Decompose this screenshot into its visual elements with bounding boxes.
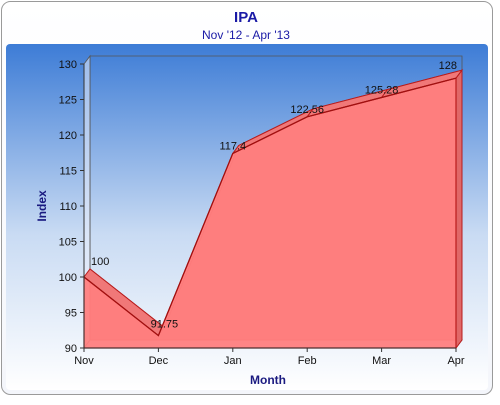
data-label: 128 [439, 60, 457, 72]
x-tick-label: Mar [372, 355, 391, 367]
y-tick-label: 95 [65, 308, 77, 320]
y-tick-label: 100 [59, 272, 77, 284]
chart-subtitle: Nov '12 - Apr '13 [202, 28, 290, 42]
x-axis-title: Month [250, 373, 286, 387]
data-label: 100 [91, 256, 109, 268]
data-label: 117.4 [219, 140, 246, 152]
y-tick-label: 90 [65, 343, 77, 355]
data-label: 122.56 [290, 104, 324, 116]
area-end-cap [455, 68, 463, 350]
y-tick-label: 105 [59, 237, 77, 249]
data-label: 91.75 [151, 319, 179, 331]
data-label: 125.28 [365, 85, 399, 97]
x-tick-label: Apr [447, 355, 464, 367]
y-tick-label: 120 [59, 130, 77, 142]
y-axis-title: Index [35, 190, 49, 222]
y-tick-label: 130 [59, 59, 77, 71]
y-tick-label: 115 [59, 166, 77, 178]
x-tick-label: Feb [298, 355, 317, 367]
chart-title: IPA [234, 9, 258, 26]
y-tick-label: 110 [59, 201, 77, 213]
x-tick-label: Nov [74, 355, 94, 367]
x-tick-label: Dec [149, 355, 169, 367]
plot-area: 90 95 100 105 110 115 120 125 130 Nov Dec Jan Feb Mar… [59, 54, 465, 367]
y-tick-label: 125 [59, 95, 77, 107]
series-line [83, 77, 457, 337]
x-tick-label: Jan [224, 355, 242, 367]
